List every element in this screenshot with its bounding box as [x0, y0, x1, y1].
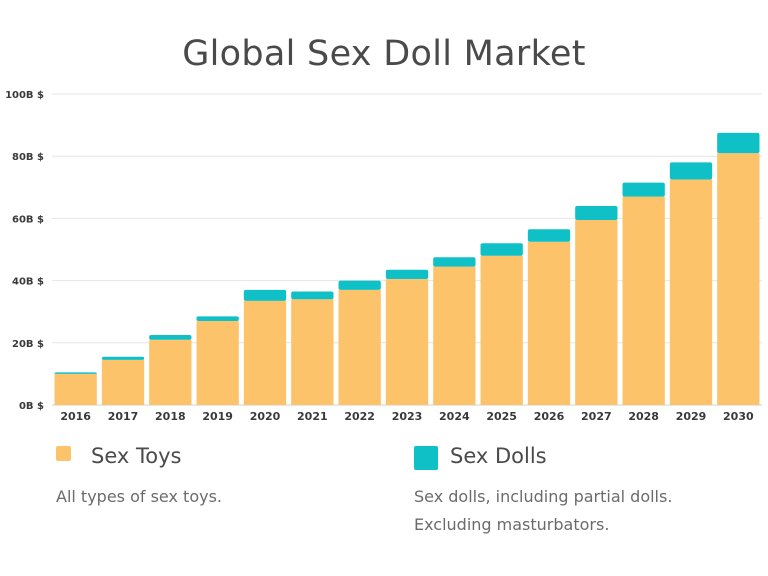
legend-desc-line: Excluding masturbators.: [414, 515, 610, 534]
legend-item-sex-dolls: Sex Dolls Sex dolls, including partial d…: [414, 444, 754, 544]
bar-sex-toys-2027: [575, 219, 618, 405]
bars: [54, 132, 760, 405]
bar-sex-dolls-2028: [622, 182, 665, 197]
y-tick-label: 60B $: [12, 214, 44, 225]
bar-sex-dolls-2027: [575, 205, 618, 220]
bar-sex-dolls-2029: [669, 162, 713, 180]
bar-sex-dolls-2017: [101, 356, 145, 360]
y-tick-label: 100B $: [5, 90, 44, 101]
bar-sex-dolls-2018: [149, 335, 192, 340]
bar-sex-toys-2020: [243, 300, 287, 405]
legend-swatch-sex-toys: [56, 446, 71, 461]
bar-sex-toys-2017: [101, 359, 145, 405]
bar-sex-toys-2021: [291, 299, 334, 405]
x-tick-label: 2022: [344, 410, 375, 423]
bar-sex-toys-2025: [480, 255, 523, 405]
bar-sex-dolls-2030: [717, 132, 760, 154]
legend-label-sex-toys: Sex Toys: [91, 444, 182, 468]
y-axis-ticks: 0B $ 20B $ 40B $ 60B $ 80B $ 100B $: [5, 90, 44, 412]
x-tick-label: 2027: [581, 410, 612, 423]
legend-desc-sex-dolls: Sex dolls, including partial dolls. Excl…: [414, 483, 672, 539]
bar-sex-toys-2019: [196, 321, 239, 405]
y-tick-label: 80B $: [12, 152, 44, 163]
y-tick-label: 20B $: [12, 339, 44, 350]
x-tick-label: 2025: [486, 410, 517, 423]
x-tick-label: 2017: [108, 410, 139, 423]
legend-label-sex-dolls: Sex Dolls: [450, 444, 547, 468]
legend-desc-line: All types of sex toys.: [56, 487, 222, 506]
bar-sex-toys-2029: [669, 179, 713, 405]
x-tick-label: 2023: [392, 410, 423, 423]
legend-swatch-sex-dolls: [414, 446, 438, 470]
bar-sex-toys-2026: [527, 241, 571, 405]
x-tick-label: 2030: [723, 410, 754, 423]
bar-sex-toys-2024: [433, 266, 476, 405]
bar-sex-toys-2030: [717, 153, 760, 405]
legend-desc-sex-toys: All types of sex toys.: [56, 483, 222, 511]
x-tick-label: 2016: [60, 410, 91, 423]
bar-sex-dolls-2016: [54, 372, 97, 374]
bar-sex-toys-2028: [622, 196, 665, 405]
bar-sex-dolls-2021: [291, 291, 334, 300]
bar-sex-dolls-2024: [433, 257, 476, 267]
bar-sex-toys-2016: [54, 373, 97, 405]
y-tick-label: 40B $: [12, 277, 44, 288]
x-axis-ticks: 2016 2017 2018 2019 2020 2021 2022 2023 2024 2025…: [60, 410, 754, 423]
x-tick-label: 2019: [202, 410, 233, 423]
bar-sex-dolls-2022: [338, 280, 381, 290]
legend-item-sex-toys: Sex Toys All types of sex toys.: [56, 444, 376, 524]
x-tick-label: 2021: [297, 410, 328, 423]
legend-desc-line: Sex dolls, including partial dolls.: [414, 487, 673, 506]
chart-plot: 0B $20B $40B $60B $80B $100B $ 2016 2017 2…: [5, 90, 762, 423]
bar-sex-dolls-2020: [243, 289, 287, 301]
bar-sex-toys-2018: [149, 339, 192, 405]
bar-sex-dolls-2026: [527, 229, 571, 242]
x-tick-label: 2024: [439, 410, 470, 423]
x-tick-label: 2029: [676, 410, 707, 423]
bar-sex-toys-2023: [385, 279, 429, 405]
bar-sex-dolls-2025: [480, 243, 523, 256]
x-tick-label: 2020: [250, 410, 281, 423]
bar-sex-dolls-2023: [385, 269, 429, 280]
x-tick-label: 2026: [534, 410, 565, 423]
y-tick-label: 0B $: [19, 401, 44, 412]
x-tick-label: 2028: [628, 410, 659, 423]
bar-sex-toys-2022: [338, 289, 381, 405]
chart-title: Global Sex Doll Market: [182, 34, 586, 74]
x-tick-label: 2018: [155, 410, 186, 423]
bar-sex-dolls-2019: [196, 316, 239, 322]
